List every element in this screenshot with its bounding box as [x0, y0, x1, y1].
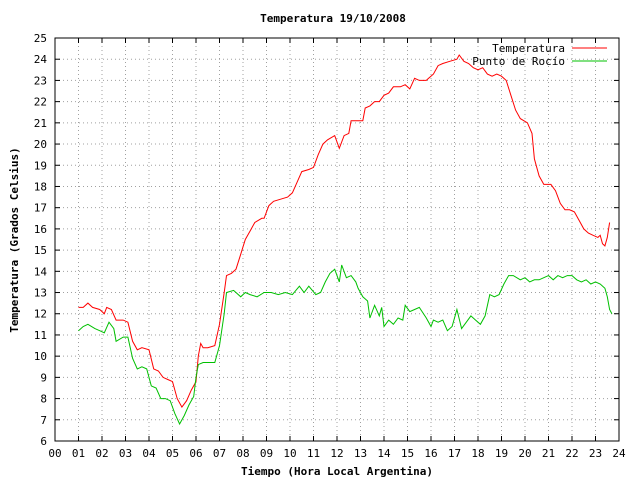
x-tick-label: 05 [166, 447, 179, 460]
y-tick-label: 19 [34, 159, 47, 172]
x-tick-label: 23 [589, 447, 602, 460]
y-tick-label: 16 [34, 223, 47, 236]
x-tick-label: 09 [260, 447, 273, 460]
x-tick-label: 19 [495, 447, 508, 460]
y-tick-label: 20 [34, 138, 47, 151]
x-tick-label: 10 [283, 447, 296, 460]
x-tick-label: 06 [189, 447, 202, 460]
legend-label: Punto de Rocío [472, 55, 565, 68]
y-tick-label: 25 [34, 32, 47, 45]
x-tick-label: 00 [48, 447, 61, 460]
x-tick-label: 12 [330, 447, 343, 460]
x-tick-label: 08 [236, 447, 249, 460]
x-tick-label: 07 [213, 447, 226, 460]
y-tick-label: 6 [40, 435, 47, 448]
y-tick-label: 11 [34, 329, 47, 342]
x-tick-label: 17 [448, 447, 461, 460]
x-tick-label: 24 [612, 447, 626, 460]
x-tick-label: 02 [95, 447, 108, 460]
y-tick-label: 15 [34, 244, 47, 257]
x-axis-ticks: 00 01 02 03 04 05 06 07 08 09 10 11 12 13 14 15 16 17 18 19… [48, 38, 626, 460]
x-axis-label: Tiempo (Hora Local Argentina) [241, 465, 433, 478]
x-tick-label: 16 [424, 447, 437, 460]
y-tick-label: 18 [34, 180, 47, 193]
legend-label: Temperatura [492, 42, 565, 55]
x-tick-label: 22 [565, 447, 578, 460]
x-tick-label: 13 [354, 447, 367, 460]
x-tick-label: 03 [119, 447, 132, 460]
chart-title: Temperatura 19/10/2008 [260, 12, 406, 25]
series-line-temperatura [78, 54, 611, 409]
x-tick-label: 15 [401, 447, 414, 460]
series-group [78, 54, 613, 426]
y-tick-label: 8 [40, 393, 47, 406]
y-tick-label: 9 [40, 371, 47, 384]
grid-lines [55, 38, 619, 441]
y-tick-label: 22 [34, 96, 47, 109]
x-tick-label: 01 [72, 447, 85, 460]
y-tick-label: 24 [34, 53, 48, 66]
x-tick-label: 20 [518, 447, 531, 460]
y-axis-ticks: 6 7 8 9 10 11 12 13 14 15 16 17 18 19 20 21 22 23 24 25 [34, 32, 619, 448]
series-line-punto-de-rocio [78, 264, 613, 426]
y-tick-label: 7 [40, 414, 47, 427]
y-axis-label: Temperatura (Grados Celsius) [8, 147, 21, 332]
y-tick-label: 12 [34, 308, 47, 321]
x-tick-label: 04 [142, 447, 156, 460]
x-tick-label: 18 [471, 447, 484, 460]
x-tick-label: 11 [307, 447, 320, 460]
y-tick-label: 17 [34, 202, 47, 215]
y-tick-label: 23 [34, 74, 47, 87]
x-tick-label: 14 [377, 447, 391, 460]
x-tick-label: 21 [542, 447, 555, 460]
y-tick-label: 14 [34, 265, 48, 278]
y-tick-label: 13 [34, 287, 47, 300]
y-tick-label: 21 [34, 117, 47, 130]
y-tick-label: 10 [34, 350, 47, 363]
